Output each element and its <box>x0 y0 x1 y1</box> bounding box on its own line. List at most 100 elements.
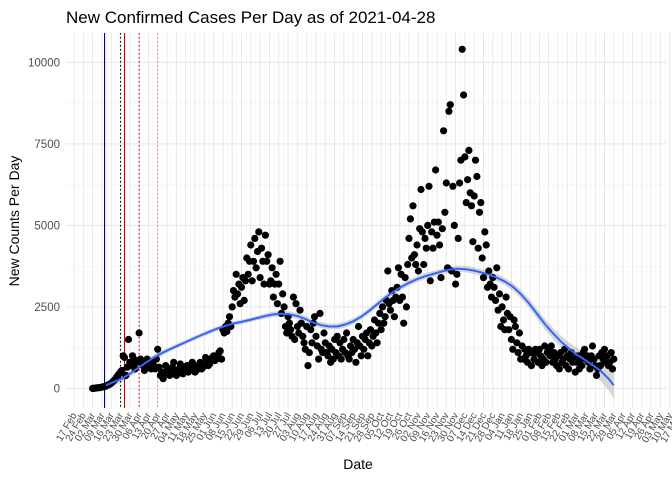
data-point <box>376 309 384 317</box>
data-point <box>475 208 484 216</box>
data-point <box>514 349 522 357</box>
data-point <box>292 300 300 308</box>
data-point <box>398 293 406 301</box>
data-point <box>428 228 436 236</box>
x-axis-title: Date <box>343 456 373 472</box>
data-point <box>449 182 457 190</box>
data-point <box>374 319 383 327</box>
data-point <box>507 335 515 344</box>
data-point <box>176 360 184 368</box>
data-point <box>469 238 477 246</box>
data-point <box>223 327 231 335</box>
data-point <box>424 221 432 229</box>
data-point <box>354 322 363 331</box>
y-axis-title: New Counts Per Day <box>6 156 22 287</box>
data-point <box>280 303 288 311</box>
data-point <box>247 241 255 249</box>
data-point <box>154 345 162 353</box>
data-point <box>409 202 417 210</box>
data-point <box>433 231 441 239</box>
data-point <box>232 270 240 278</box>
data-point <box>135 329 143 337</box>
data-point <box>241 277 250 285</box>
data-point <box>285 319 293 327</box>
data-point <box>218 355 226 363</box>
data-point <box>276 257 284 265</box>
data-point <box>578 362 586 370</box>
data-point <box>467 202 476 210</box>
data-point <box>482 241 490 249</box>
data-point <box>440 127 448 135</box>
data-point <box>400 319 408 327</box>
data-point <box>360 345 368 353</box>
data-point <box>296 306 304 314</box>
data-point <box>299 332 307 340</box>
data-point <box>315 355 323 363</box>
y-axis-ticks: 0 2500 5000 7500 10000 <box>28 57 60 395</box>
data-point <box>260 280 268 288</box>
data-point <box>426 277 434 285</box>
data-point <box>300 339 308 347</box>
data-point <box>608 365 617 373</box>
data-point <box>305 349 313 357</box>
data-point <box>404 260 412 269</box>
y-tick-label: 10000 <box>28 57 60 69</box>
data-point <box>441 208 449 216</box>
data-point <box>377 326 385 334</box>
data-point <box>418 228 426 236</box>
data-point <box>498 303 506 311</box>
data-point <box>535 345 544 353</box>
data-point <box>345 355 353 363</box>
data-point <box>596 362 605 370</box>
data-point <box>378 303 387 311</box>
data-point <box>432 166 440 174</box>
data-point <box>225 313 234 321</box>
data-point <box>438 225 446 233</box>
data-point <box>452 280 460 288</box>
data-point <box>499 316 508 324</box>
data-point <box>586 365 594 373</box>
data-point <box>124 335 133 344</box>
data-point <box>446 101 454 109</box>
data-point <box>511 322 519 331</box>
data-point <box>357 352 365 360</box>
smooth-line-path <box>105 267 615 387</box>
data-point <box>610 355 618 363</box>
data-point <box>470 192 478 200</box>
data-point <box>471 156 480 164</box>
data-point <box>592 371 601 379</box>
data-point <box>240 296 248 304</box>
data-points <box>89 45 618 392</box>
data-point <box>386 306 394 314</box>
data-point <box>417 185 425 194</box>
data-point <box>477 199 485 207</box>
data-point <box>311 313 319 321</box>
data-point <box>402 303 410 311</box>
data-point <box>216 347 224 355</box>
data-point <box>588 342 597 350</box>
data-point <box>412 260 420 269</box>
data-point <box>320 329 328 337</box>
data-point <box>420 260 428 269</box>
data-point <box>555 365 563 373</box>
reference-lines <box>104 33 159 408</box>
data-point <box>473 172 481 181</box>
data-point <box>333 332 341 340</box>
data-point <box>120 353 129 362</box>
data-point <box>405 234 413 242</box>
data-point <box>304 362 312 370</box>
data-point <box>340 335 348 344</box>
data-point <box>590 355 598 363</box>
y-tick-label: 2500 <box>34 302 60 314</box>
data-point <box>261 231 269 239</box>
data-point <box>316 309 324 317</box>
data-point <box>307 326 315 334</box>
data-point <box>547 342 555 350</box>
data-point <box>343 329 351 337</box>
data-point <box>474 244 482 252</box>
confidence-band <box>105 265 614 399</box>
data-point <box>273 300 281 308</box>
y-tick-label: 0 <box>54 383 60 395</box>
data-point <box>372 329 380 337</box>
